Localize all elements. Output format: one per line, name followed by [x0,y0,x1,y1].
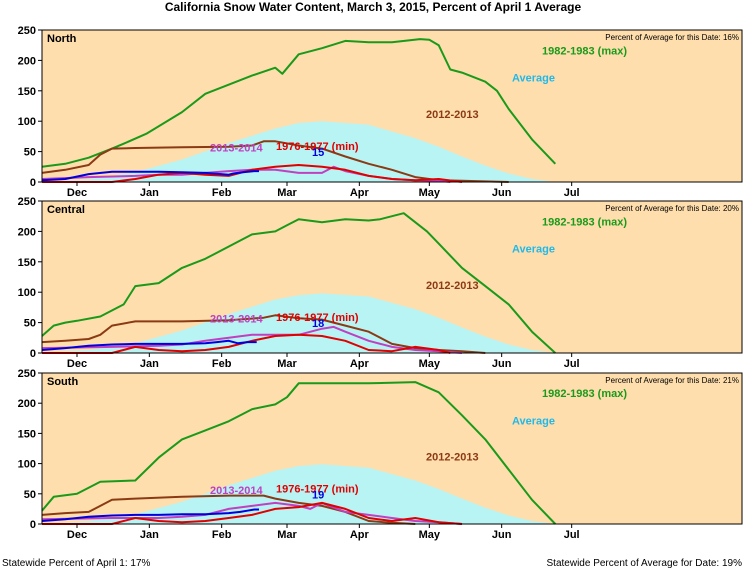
central-panel-note: Percent of Average for this Date: 20% [605,204,739,213]
north-panel-note: Percent of Average for this Date: 16% [605,33,739,42]
south-ytick-label: 50 [24,489,36,501]
statewide-percent-april1: Statewide Percent of April 1: 17% [2,558,151,569]
south-ytick-label: 100 [18,459,36,471]
central-xtick-label: Feb [212,358,232,370]
south-series-2012-2013 [41,494,416,525]
north-xtick-label: Dec [67,187,87,199]
central-plot-frame [41,200,743,354]
south-xtick-label: Jul [564,529,580,541]
south-xtick-label: Jun [492,529,512,541]
north-average-area [42,121,556,182]
central-ytick-label: 50 [24,318,36,330]
south-panel-title: South [47,376,78,388]
central-ytick-label: 0 [30,348,36,360]
north-label-2014-2015: 15 [312,147,324,159]
central-panel-title: Central [47,204,85,216]
statewide-percent-for-date: Statewide Percent of Average for Date: 1… [546,558,743,569]
central-ytick-label: 200 [18,226,36,238]
central-xtick-label: Jul [564,358,580,370]
south-series-1976-1977-min [42,501,463,525]
north-series-1976-1977-min [42,164,463,183]
north-xtick-label: Jul [564,187,580,199]
central-xtick-label: Dec [67,358,87,370]
central-ytick-label: 250 [18,196,36,208]
north-ytick-label: 150 [18,86,36,98]
north-label-average: Average [512,73,555,85]
central-label-2014-2015: 18 [312,318,324,330]
chart-title: California Snow Water Content, March 3, … [164,0,582,14]
south-xtick-label: Dec [67,529,87,541]
south-ytick-label: 200 [18,398,36,410]
central-average-area [42,293,556,353]
central-xtick-label: Jan [140,358,159,370]
central-xtick-label: Apr [350,358,370,370]
north-series-2014-2015 [41,170,259,182]
central-xtick-label: Jun [492,358,512,370]
central-ytick-label: 150 [18,257,36,269]
north-ytick-label: 0 [30,177,36,189]
north-ytick-label: 200 [18,55,36,67]
central-series-1982-1983-max [41,212,556,354]
north-ytick-label: 50 [24,147,36,159]
central-label-average: Average [512,244,555,256]
south-label-average: Average [512,415,555,427]
north-label-2013-2014: 2013-2014 [210,143,263,155]
central-label-2013-2014: 2013-2014 [210,314,263,326]
south-xtick-label: May [419,529,441,541]
north-label-1982-1983-max: 1982-1983 (max) [542,45,627,57]
north-label-2012-2013: 2012-2013 [426,109,479,121]
central-series-2014-2015 [41,339,257,351]
south-label-2013-2014: 2013-2014 [210,485,263,497]
north-xtick-label: Mar [277,187,297,199]
south-average-area [42,464,556,524]
south-xtick-label: Feb [212,529,232,541]
south-label-2012-2013: 2012-2013 [426,452,479,464]
south-label-2014-2015: 19 [312,489,324,501]
south-series-2014-2015 [41,508,259,522]
north-series-1982-1983-max [41,38,557,168]
north-label-1976-1977-min: 1976-1977 (min) [276,141,359,153]
north-panel-title: North [47,33,77,45]
north-ytick-label: 250 [18,25,36,37]
south-label-1976-1977-min: 1976-1977 (min) [276,483,359,495]
south-panel-note: Percent of Average for this Date: 21% [605,376,739,385]
south-xtick-label: Jan [140,529,159,541]
central-xtick-label: May [419,358,441,370]
north-ytick-label: 100 [18,116,36,128]
central-label-1982-1983-max: 1982-1983 (max) [542,216,627,228]
south-label-1982-1983-max: 1982-1983 (max) [542,388,627,400]
central-ytick-label: 100 [18,287,36,299]
north-plot-frame [41,29,743,183]
south-series-1982-1983-max [41,381,557,525]
south-xtick-label: Mar [277,529,297,541]
south-ytick-label: 0 [30,519,36,531]
central-series-2012-2013 [41,314,486,354]
north-xtick-label: Jan [140,187,159,199]
central-label-1976-1977-min: 1976-1977 (min) [276,312,359,324]
central-xtick-label: Mar [277,358,297,370]
north-xtick-label: Apr [350,187,370,199]
central-series-1976-1977-min [42,333,451,354]
north-xtick-label: May [419,187,441,199]
central-label-2012-2013: 2012-2013 [426,280,479,292]
south-xtick-label: Apr [350,529,370,541]
north-xtick-label: Jun [492,187,512,199]
south-plot-frame [41,372,743,525]
south-ytick-label: 150 [18,428,36,440]
south-ytick-label: 250 [18,368,36,380]
north-xtick-label: Feb [212,187,232,199]
